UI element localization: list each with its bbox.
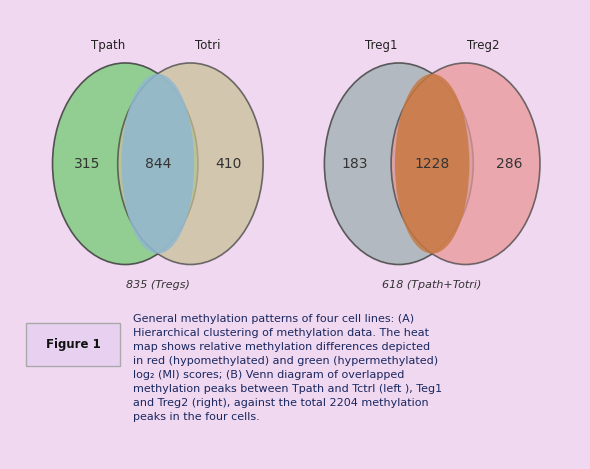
Text: 183: 183 <box>342 157 368 171</box>
Text: 844: 844 <box>145 157 171 171</box>
Ellipse shape <box>122 74 194 254</box>
Text: Treg1: Treg1 <box>365 39 397 53</box>
Text: General methylation patterns of four cell lines: (A)
Hierarchical clustering of : General methylation patterns of four cel… <box>133 314 442 422</box>
Ellipse shape <box>118 63 263 265</box>
Text: Treg2: Treg2 <box>467 39 500 53</box>
Text: 315: 315 <box>74 157 101 171</box>
Ellipse shape <box>391 63 540 265</box>
Ellipse shape <box>395 74 470 254</box>
FancyBboxPatch shape <box>27 323 120 365</box>
Text: 835 (Tregs): 835 (Tregs) <box>126 280 190 290</box>
Text: 410: 410 <box>215 157 241 171</box>
Text: 618 (Tpath+Totri): 618 (Tpath+Totri) <box>382 280 482 290</box>
Text: Tpath: Tpath <box>90 39 125 53</box>
Text: Totri: Totri <box>195 39 221 53</box>
Text: Figure 1: Figure 1 <box>45 338 100 351</box>
Ellipse shape <box>53 63 198 265</box>
Ellipse shape <box>324 63 473 265</box>
Text: 1228: 1228 <box>415 157 450 171</box>
Text: 286: 286 <box>496 157 522 171</box>
